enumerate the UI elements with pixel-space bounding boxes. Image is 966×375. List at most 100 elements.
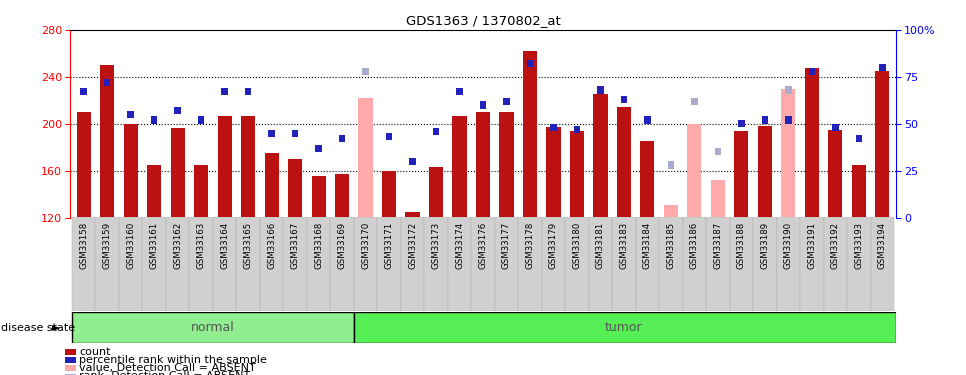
Bar [621, 96, 627, 103]
Text: rank, Detection Call = ABSENT: rank, Detection Call = ABSENT [79, 372, 250, 375]
Bar [244, 88, 251, 96]
Text: GSM33168: GSM33168 [314, 222, 323, 269]
Bar [171, 128, 185, 217]
Bar [96, 217, 119, 311]
Text: GSM33173: GSM33173 [432, 222, 440, 269]
Bar [456, 88, 463, 96]
Bar [213, 217, 237, 311]
Bar [166, 217, 189, 311]
Text: GSM33169: GSM33169 [337, 222, 347, 269]
Bar [335, 174, 349, 217]
Bar [147, 165, 161, 218]
Text: GSM33183: GSM33183 [619, 222, 629, 269]
Bar [424, 217, 448, 311]
Bar [668, 161, 674, 168]
Text: GSM33189: GSM33189 [760, 222, 769, 269]
Bar [71, 312, 354, 343]
Bar [734, 131, 749, 218]
Bar [870, 217, 895, 311]
Bar [800, 217, 824, 311]
Text: GSM33163: GSM33163 [197, 222, 206, 269]
Bar [617, 107, 631, 218]
Bar [659, 217, 683, 311]
Bar [471, 217, 495, 311]
Bar [683, 217, 706, 311]
Bar [664, 205, 678, 218]
Bar [518, 217, 542, 311]
Bar [174, 107, 181, 114]
Text: GSM33190: GSM33190 [783, 222, 793, 269]
Bar [292, 130, 298, 137]
Bar [612, 217, 636, 311]
Bar [499, 112, 514, 218]
Text: GSM33158: GSM33158 [79, 222, 88, 269]
Bar [879, 64, 886, 71]
Bar [476, 112, 490, 218]
Bar [315, 145, 322, 152]
Bar [847, 217, 870, 311]
Bar [785, 116, 792, 124]
Bar [283, 217, 307, 311]
Bar [401, 217, 424, 311]
Bar [547, 127, 560, 218]
Bar [640, 141, 655, 218]
Bar [358, 98, 373, 218]
Text: GSM33172: GSM33172 [408, 222, 417, 269]
Bar [269, 130, 275, 137]
Bar [354, 312, 896, 343]
Text: GSM33179: GSM33179 [549, 222, 558, 269]
Bar [452, 116, 467, 218]
Bar [523, 51, 537, 217]
Bar [593, 94, 608, 218]
Bar [330, 217, 354, 311]
Bar [570, 131, 584, 218]
Bar [574, 126, 581, 133]
Bar [828, 130, 842, 218]
Bar [753, 217, 777, 311]
Bar [542, 217, 565, 311]
Bar [80, 88, 87, 96]
Bar [761, 116, 768, 124]
Bar [354, 217, 378, 311]
Bar [265, 153, 278, 218]
Bar [100, 65, 114, 218]
Text: GSM33185: GSM33185 [667, 222, 675, 269]
Bar [551, 124, 556, 131]
Bar [260, 217, 283, 311]
Bar [711, 180, 724, 218]
Bar [378, 217, 401, 311]
Text: GSM33187: GSM33187 [714, 222, 723, 269]
Bar [706, 217, 729, 311]
Bar [385, 133, 392, 140]
Text: GSM33184: GSM33184 [643, 222, 652, 269]
Bar [76, 112, 91, 218]
Bar [307, 217, 330, 311]
Bar [119, 217, 142, 311]
Bar [242, 116, 255, 218]
Text: GSM33164: GSM33164 [220, 222, 229, 269]
Text: GSM33167: GSM33167 [291, 222, 299, 269]
Text: GSM33161: GSM33161 [150, 222, 158, 269]
Bar [758, 126, 772, 218]
Bar [729, 217, 753, 311]
Bar [824, 217, 847, 311]
Bar [433, 128, 440, 135]
Bar [221, 88, 228, 96]
Text: GSM33193: GSM33193 [854, 222, 864, 269]
Text: GSM33178: GSM33178 [526, 222, 534, 269]
Bar [636, 217, 659, 311]
Text: GSM33160: GSM33160 [127, 222, 135, 269]
Bar [715, 148, 722, 155]
Bar [194, 165, 208, 218]
Bar [429, 167, 443, 217]
Text: GSM33165: GSM33165 [243, 222, 252, 269]
Bar [410, 158, 415, 165]
Bar [785, 87, 792, 94]
Text: disease state: disease state [1, 323, 75, 333]
Bar [124, 124, 138, 218]
Bar [691, 98, 697, 105]
Text: GSM33180: GSM33180 [573, 222, 582, 269]
Text: GSM33174: GSM33174 [455, 222, 464, 269]
Bar [382, 171, 396, 217]
Bar [189, 217, 213, 311]
